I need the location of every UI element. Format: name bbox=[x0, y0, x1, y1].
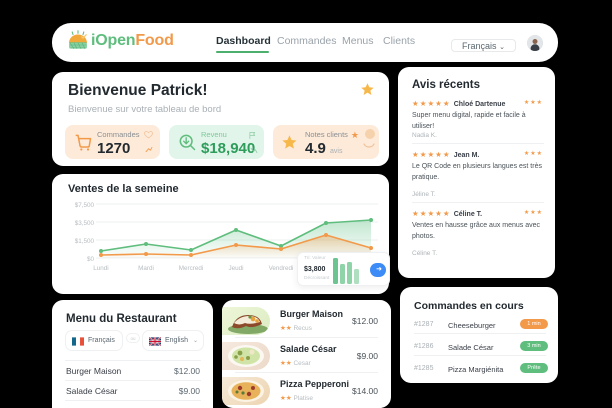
svg-text:Jeudi: Jeudi bbox=[228, 265, 243, 272]
svg-text:Vendredi: Vendredi bbox=[269, 265, 294, 272]
svg-text:$3,500: $3,500 bbox=[75, 220, 95, 227]
svg-text:$1,500: $1,500 bbox=[75, 238, 95, 245]
svg-text:Mardi: Mardi bbox=[138, 265, 154, 272]
svg-text:Lundi: Lundi bbox=[93, 265, 108, 272]
svg-text:Mercredi: Mercredi bbox=[179, 265, 204, 272]
svg-text:$7,500: $7,500 bbox=[75, 202, 95, 209]
svg-text:$0: $0 bbox=[87, 256, 95, 263]
